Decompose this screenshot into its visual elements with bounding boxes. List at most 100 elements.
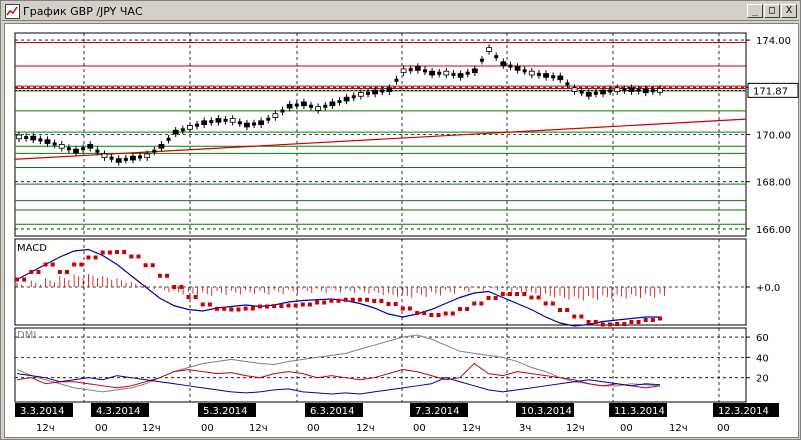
close-button[interactable]: X xyxy=(781,4,797,18)
current-price-label: 171.87 xyxy=(753,86,788,97)
dmi-label: DMI xyxy=(17,330,36,341)
signal-point xyxy=(586,320,591,324)
candle-body xyxy=(479,58,484,62)
candle-body xyxy=(551,75,556,79)
signal-point xyxy=(86,255,91,260)
signal-point xyxy=(365,297,370,302)
candle-body xyxy=(66,147,71,151)
candle-body xyxy=(437,71,442,75)
candle-body xyxy=(258,120,265,125)
candle-body xyxy=(536,72,541,76)
date-label: 4.3.2014 xyxy=(96,406,141,417)
candle-body xyxy=(223,118,228,122)
signal-point xyxy=(515,292,520,296)
candle-body xyxy=(329,101,336,107)
candle-body xyxy=(201,120,208,125)
candle-body xyxy=(38,138,43,142)
signal-point xyxy=(636,320,641,324)
signal-point xyxy=(407,306,412,311)
candle-body xyxy=(408,68,413,72)
signal-point xyxy=(315,300,320,305)
signal-point xyxy=(15,277,19,282)
signal-point xyxy=(22,277,27,282)
date-label: 7.3.2014 xyxy=(415,406,460,417)
candle-body xyxy=(465,71,470,75)
date-label-box xyxy=(15,403,73,417)
chart-canvas[interactable]: 174.00172.00170.00168.00166.00171.87+0.0… xyxy=(5,24,800,439)
candle-body xyxy=(30,135,37,141)
minimize-button[interactable]: _ xyxy=(747,4,763,18)
candle-body xyxy=(166,137,171,141)
signal-point xyxy=(329,298,334,303)
candle-body xyxy=(300,101,307,107)
hour-label: 00 xyxy=(201,423,214,434)
hour-label: 12ч xyxy=(356,423,375,434)
dmi-panel xyxy=(14,327,747,403)
signal-point xyxy=(658,316,662,321)
chart-area[interactable]: 174.00172.00170.00168.00166.00171.87+0.0… xyxy=(4,23,799,438)
signal-point xyxy=(257,304,262,309)
candle-body xyxy=(636,88,641,92)
candle-body xyxy=(429,70,435,76)
hour-label: 3ч xyxy=(519,423,531,434)
candle-body xyxy=(101,153,108,159)
signal-point xyxy=(265,304,270,309)
candle-body xyxy=(209,120,214,124)
candle-body xyxy=(95,149,100,153)
candle-body xyxy=(508,64,513,68)
candle-body xyxy=(514,66,521,71)
hour-label: 00 xyxy=(717,423,730,434)
candle-body xyxy=(628,87,635,92)
candle-body xyxy=(522,69,527,73)
candle-body xyxy=(372,89,379,95)
plus-di-line xyxy=(16,362,661,389)
candle-body xyxy=(557,75,564,81)
candle-body xyxy=(486,47,492,52)
signal-point xyxy=(122,250,127,254)
candle-body xyxy=(579,90,584,94)
candle-body xyxy=(123,157,128,161)
signal-point xyxy=(415,311,420,315)
candle-body xyxy=(87,144,94,149)
candle-body xyxy=(337,100,342,104)
signal-point xyxy=(136,254,141,259)
title-bar[interactable]: График GBP /JPY ЧАС _ □ X xyxy=(2,2,799,21)
candle-body xyxy=(608,89,613,93)
candle-body xyxy=(180,128,185,132)
date-label-box xyxy=(516,403,574,417)
signal-point xyxy=(572,314,577,319)
adx-line xyxy=(16,334,661,393)
candle-body xyxy=(280,109,285,113)
candle-body xyxy=(195,123,200,127)
signal-point xyxy=(215,306,220,311)
signal-point xyxy=(422,311,427,315)
signal-point xyxy=(165,273,170,278)
signal-point xyxy=(493,296,498,300)
candle-body xyxy=(252,122,257,126)
hour-label: 12ч xyxy=(249,423,268,434)
signal-point xyxy=(307,302,312,307)
signal-point xyxy=(150,263,155,268)
minus-di-line xyxy=(16,373,661,395)
candle-body xyxy=(109,156,114,160)
candle-body xyxy=(152,149,157,153)
signal-point xyxy=(100,250,105,255)
candle-body xyxy=(471,68,478,74)
candle-body xyxy=(138,155,143,159)
signal-point xyxy=(29,270,34,274)
signal-point xyxy=(36,270,41,274)
candle-body xyxy=(443,70,450,76)
signal-point xyxy=(43,262,48,267)
maximize-button[interactable]: □ xyxy=(764,4,780,18)
candle-body xyxy=(614,87,621,92)
date-label: 6.3.2014 xyxy=(310,406,355,417)
signal-point xyxy=(543,301,548,306)
candle-body xyxy=(343,96,350,102)
signal-point xyxy=(457,307,462,311)
signal-point xyxy=(322,300,327,305)
signal-point xyxy=(615,322,620,326)
candle-body xyxy=(394,78,399,82)
date-label: 10.3.2014 xyxy=(521,406,572,417)
signal-point xyxy=(607,322,612,327)
signal-point xyxy=(386,302,391,306)
